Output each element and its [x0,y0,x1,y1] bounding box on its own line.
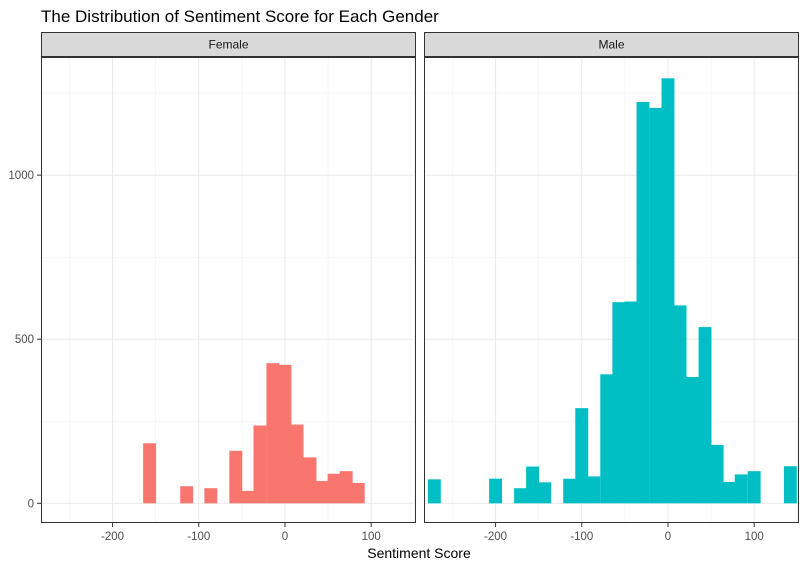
histogram-bar [624,301,638,504]
x-tick-label: 100 [745,531,764,543]
histogram-bar [538,482,552,504]
histogram-bar [241,490,255,504]
histogram-bar [315,480,329,504]
histogram-bar [563,478,577,504]
panel-border [41,57,416,523]
histogram-bar [698,327,712,504]
facet-panel-male: Male -200 -100 0 100 [424,32,799,543]
x-tick-label: 0 [282,531,288,543]
x-tick-label: 0 [665,531,671,543]
histogram-bar [266,363,280,504]
histogram-bar [489,478,503,504]
histogram-bar [686,376,700,504]
histogram-bar [649,107,663,504]
histogram-bar [612,302,626,504]
x-tick-label: -100 [187,531,210,543]
histogram-bar [710,444,724,504]
histogram-bar [327,473,341,504]
facet-panels: 0 500 1000 Female -200 -100 0 100 Male -200 -100 0 1… [8,32,799,543]
facet-strip [424,32,799,57]
histogram-bar [600,374,614,504]
x-axis-title: Sentiment Score [367,545,471,561]
histogram-bar [278,364,292,504]
histogram-bar [290,424,304,504]
histogram-bar [734,474,748,504]
histogram-bar [722,481,736,504]
y-tick-label: 0 [28,498,34,510]
histogram-bar [229,450,243,504]
histogram-bar [575,408,589,504]
histogram-bar [661,78,675,504]
histogram-bar [303,457,317,504]
facet-panel-female: Female -200 -100 0 100 [41,32,416,543]
histogram-bar [204,488,218,504]
x-tick-label: -200 [484,531,507,543]
histogram-bar [253,425,267,504]
y-tick-label: 1000 [8,170,34,182]
x-tick-label: -200 [101,531,124,543]
facet-strip-label: Male [598,38,624,52]
histogram-bar [514,488,528,504]
histogram-bar [673,305,687,504]
histogram-bar [180,486,194,504]
histogram-bar [427,479,441,504]
histogram-bar [339,471,353,504]
histogram-bar [587,476,601,504]
chart-title: The Distribution of Sentiment Score for … [41,7,439,26]
histogram-bar [143,443,157,504]
histogram-bar [526,466,540,504]
histogram-bar [783,466,797,504]
panel-background [41,57,416,523]
facet-strip-label: Female [208,38,248,52]
x-tick-label: 100 [362,531,381,543]
y-tick-label: 500 [15,334,34,346]
histogram-bar [351,482,365,504]
facet-strip [41,32,416,57]
histogram-bar [636,101,650,504]
panel-border [424,57,799,523]
histogram-bar [747,471,761,504]
x-tick-label: -100 [570,531,593,543]
